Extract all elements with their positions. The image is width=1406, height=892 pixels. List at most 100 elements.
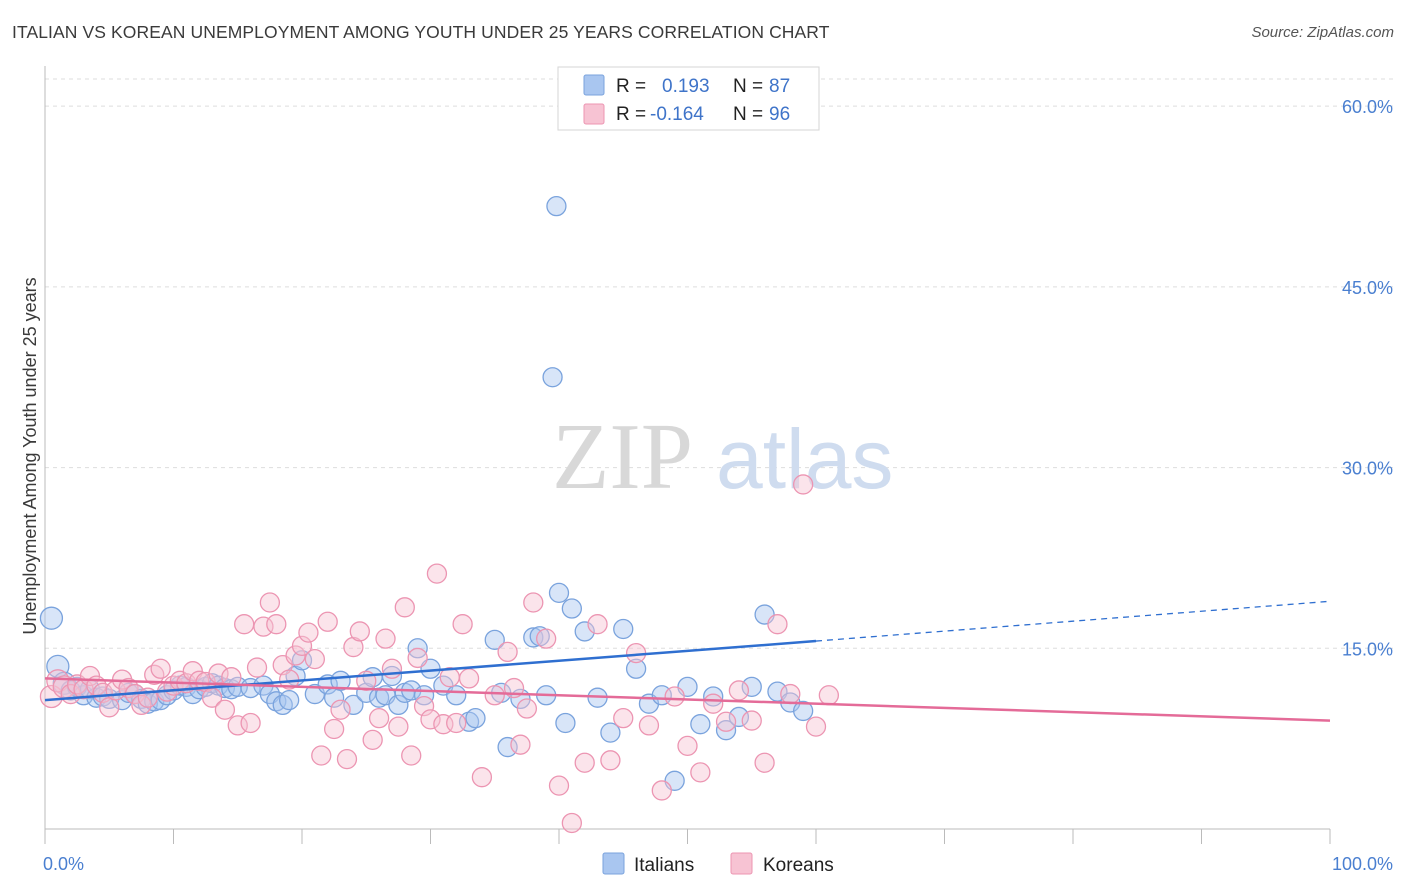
- korean-point: [388, 716, 409, 737]
- italian-point: [381, 665, 403, 687]
- korean-point: [458, 668, 480, 689]
- korean-point: [561, 812, 582, 834]
- correlation-legend: R = 0.193 N = 87 R = -0.164 N = 96: [557, 66, 820, 131]
- x-tick-label: 100.0%: [1332, 854, 1393, 874]
- korean-point: [381, 658, 403, 679]
- italian-point: [278, 689, 300, 711]
- korean-point: [536, 628, 557, 649]
- korean-point: [253, 616, 274, 637]
- korean-point: [600, 750, 621, 771]
- italian-point: [546, 195, 567, 217]
- korean-point: [246, 657, 268, 678]
- korean-point: [420, 709, 441, 730]
- korean-point: [362, 729, 383, 750]
- chart-title: ITALIAN VS KOREAN UNEMPLOYMENT AMONG YOU…: [12, 22, 830, 42]
- legend-swatch-italians: [583, 74, 605, 96]
- italian-point: [555, 712, 576, 734]
- korean-point: [703, 693, 724, 714]
- italian-point: [613, 618, 634, 640]
- korean-point: [368, 708, 390, 729]
- korean-point: [39, 684, 64, 709]
- legend-n-value-koreans: 96: [769, 104, 790, 125]
- korean-point: [574, 752, 595, 773]
- korean-point: [523, 592, 544, 613]
- italian-point: [690, 714, 711, 735]
- korean-point: [715, 711, 737, 732]
- korean-point: [234, 614, 255, 635]
- italian-point: [465, 708, 486, 729]
- korean-point: [793, 474, 814, 495]
- korean-point: [426, 563, 448, 584]
- italian-point: [388, 694, 409, 716]
- korean-point: [394, 597, 415, 618]
- korean-point: [780, 683, 801, 705]
- x-tick-label: 0.0%: [43, 854, 84, 874]
- legend-r-value-koreans: -0.164: [650, 104, 704, 125]
- legend-n-label-italians: N =: [733, 76, 763, 97]
- y-tick-label: 45.0%: [1342, 278, 1393, 298]
- bottom-legend-koreans: Koreans: [763, 855, 834, 876]
- korean-point: [446, 712, 467, 734]
- italian-point: [446, 685, 467, 706]
- korean-point: [227, 715, 248, 736]
- watermark-zip: ZIP: [552, 405, 693, 509]
- italians-trend-line: [44, 639, 817, 702]
- italians-points: [39, 195, 814, 791]
- korean-point: [150, 658, 171, 679]
- legend-r-label-italians: R =: [616, 76, 646, 97]
- legend-r-label-koreans: R =: [616, 104, 646, 125]
- bottom-legend-swatch-italians: [602, 852, 625, 875]
- korean-point: [497, 641, 518, 663]
- italian-point: [625, 658, 647, 679]
- y-tick-label: 15.0%: [1342, 639, 1393, 659]
- korean-point: [336, 748, 358, 770]
- korean-point: [805, 716, 827, 737]
- y-axis-label: Unemployment Among Youth under 25 years: [20, 277, 40, 634]
- italian-point: [548, 582, 570, 604]
- italians-trend-extension: [815, 600, 1331, 642]
- korean-point: [651, 780, 672, 801]
- korean-point: [452, 614, 473, 635]
- bottom-legend-italians: Italians: [634, 855, 694, 876]
- korean-point: [818, 685, 839, 706]
- korean-point: [311, 745, 332, 766]
- korean-point: [304, 648, 326, 670]
- y-tick-label: 60.0%: [1342, 97, 1393, 117]
- korean-point: [401, 745, 422, 766]
- y-tick-label: 30.0%: [1342, 459, 1393, 479]
- korean-point: [259, 592, 281, 613]
- series-legend: Italians Koreans: [602, 852, 834, 876]
- italian-point: [343, 694, 364, 716]
- korean-point: [323, 718, 345, 740]
- korean-point: [754, 752, 775, 773]
- italian-point: [484, 629, 505, 651]
- korean-point: [240, 712, 261, 734]
- korean-point: [613, 708, 634, 729]
- korean-point: [728, 680, 750, 701]
- italian-point: [715, 720, 737, 741]
- legend-n-label-koreans: N =: [733, 104, 763, 125]
- korean-point: [99, 697, 120, 718]
- legend-r-value-italians: 0.193: [662, 76, 710, 97]
- legend-swatch-koreans: [583, 103, 605, 125]
- koreans-points: [39, 474, 839, 834]
- italian-point: [741, 676, 762, 697]
- korean-point: [266, 614, 287, 635]
- korean-point: [349, 621, 370, 642]
- korean-point: [516, 698, 538, 719]
- korean-point: [407, 647, 428, 669]
- korean-point: [638, 715, 660, 736]
- x-tick-labels: 0.0% 100.0%: [43, 854, 1393, 874]
- korean-point: [548, 775, 570, 796]
- koreans-trend-line: [44, 677, 1331, 722]
- korean-point: [413, 695, 435, 717]
- korean-point: [677, 735, 698, 757]
- korean-point: [291, 635, 313, 657]
- grid-lines: [45, 78, 1395, 649]
- trend-lines: [44, 600, 1331, 722]
- korean-point: [330, 699, 351, 720]
- y-tick-labels: 15.0% 30.0% 45.0% 60.0%: [1342, 97, 1393, 659]
- korean-point: [189, 670, 210, 691]
- korean-point: [144, 664, 165, 685]
- korean-point: [317, 611, 338, 632]
